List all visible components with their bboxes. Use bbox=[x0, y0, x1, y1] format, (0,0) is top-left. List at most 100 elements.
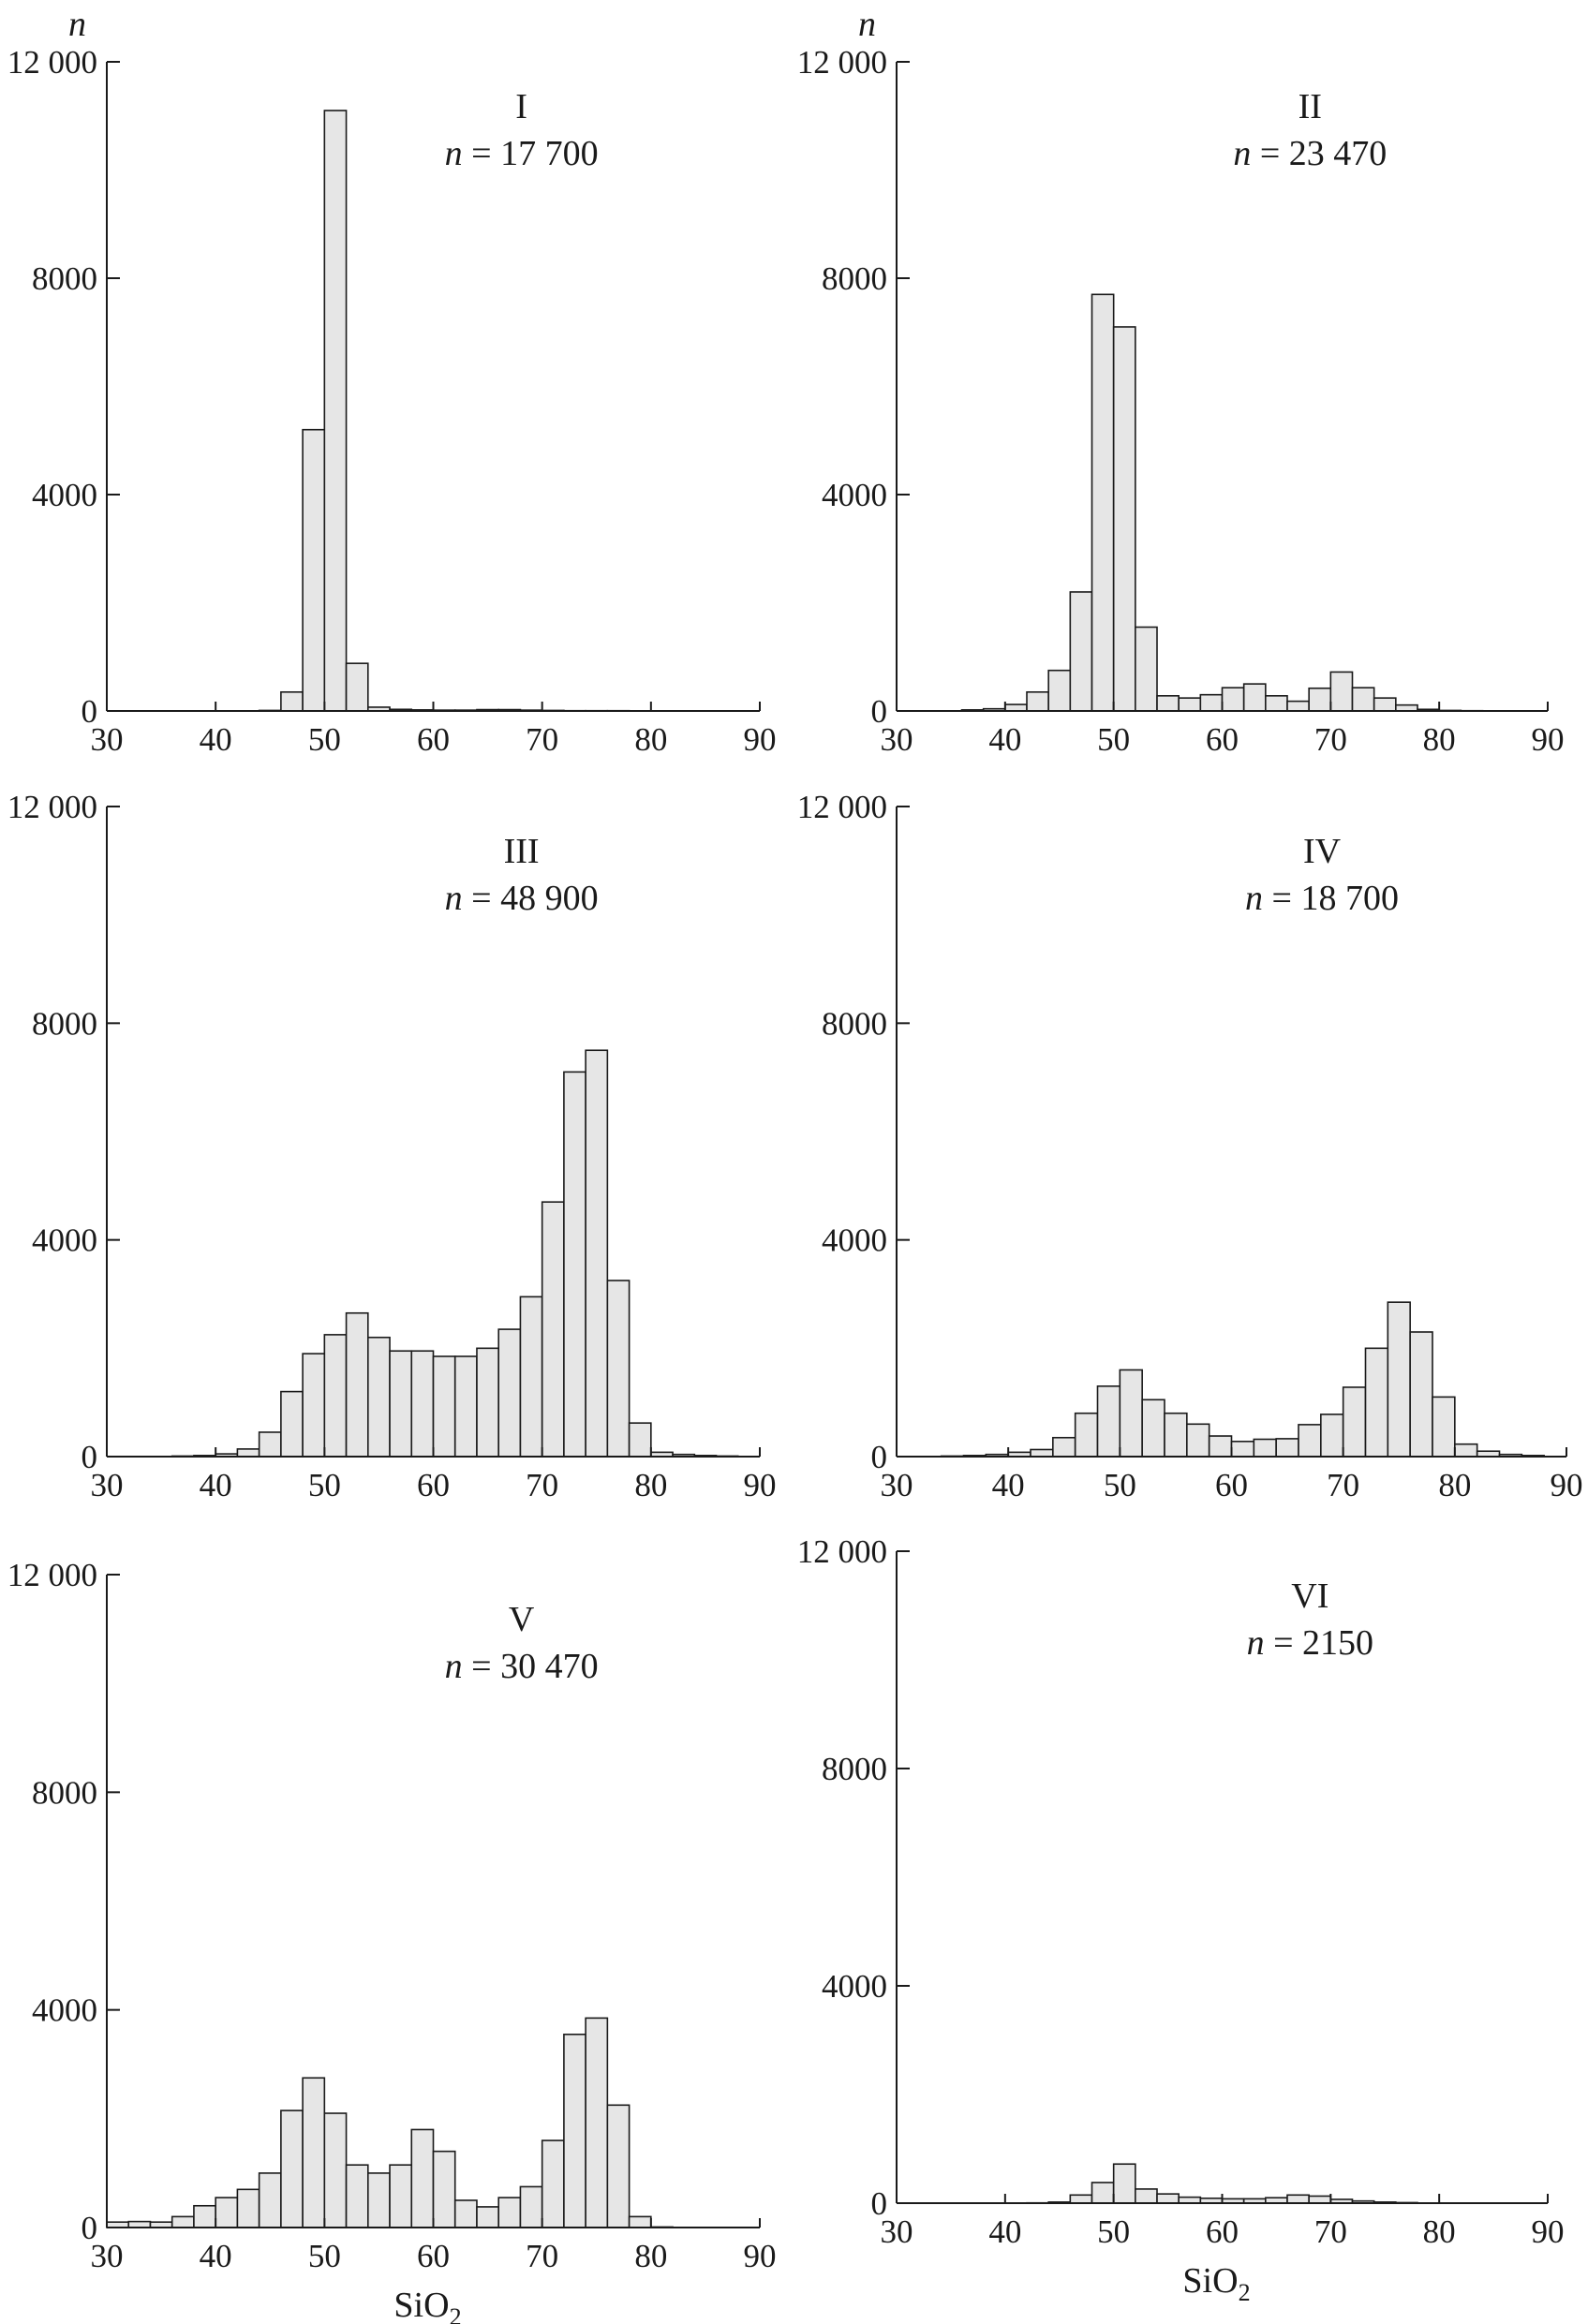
histogram-bar bbox=[1135, 626, 1158, 712]
x-tick-label: 80 bbox=[634, 1467, 667, 1503]
x-tick-label: 40 bbox=[988, 2213, 1021, 2250]
x-tick-label: 90 bbox=[1551, 1467, 1583, 1503]
histogram-bar bbox=[1164, 1412, 1188, 1458]
x-tick-label: 40 bbox=[200, 1467, 232, 1503]
histogram-bar bbox=[171, 2215, 195, 2228]
histogram-bar bbox=[1387, 1301, 1411, 1458]
histogram-bar bbox=[1342, 1386, 1367, 1458]
x-tick-label: 30 bbox=[881, 721, 913, 758]
sample-count-value: 2150 bbox=[1302, 1623, 1373, 1663]
x-tick-label: 70 bbox=[1327, 1467, 1359, 1503]
histogram-bar bbox=[476, 1347, 500, 1458]
histogram-bar bbox=[1275, 1438, 1299, 1458]
y-tick-label: 0 bbox=[82, 1439, 98, 1475]
y-tick-label: 8000 bbox=[822, 1005, 887, 1042]
y-tick-label: 0 bbox=[82, 2210, 98, 2246]
histogram-bar bbox=[1265, 695, 1288, 712]
histogram-bar bbox=[497, 1328, 522, 1458]
histogram-bar bbox=[1026, 690, 1049, 712]
x-tick-label: 90 bbox=[744, 1467, 777, 1503]
x-tick-label: 80 bbox=[1423, 2213, 1456, 2250]
histogram-bar bbox=[1047, 669, 1072, 712]
histogram-bar bbox=[563, 2034, 586, 2228]
histogram-bar bbox=[1409, 1331, 1433, 1458]
histogram-bar bbox=[1320, 1414, 1344, 1458]
x-tick-label: 60 bbox=[1206, 2213, 1239, 2250]
histogram-bar bbox=[628, 2215, 652, 2228]
histogram-bar bbox=[1286, 700, 1310, 712]
x-tick-label: 30 bbox=[881, 1467, 913, 1503]
histogram-bar bbox=[1052, 1436, 1076, 1458]
histogram-panel-6: 30 40 50 60 70 80 90 0 4000 8000 12 000 VI n = 2150 S… bbox=[797, 1533, 1565, 2306]
histogram-bar bbox=[1074, 1412, 1099, 1458]
sample-count-label: n = 23 470 bbox=[1233, 134, 1387, 173]
x-tick-label: 80 bbox=[1423, 721, 1456, 758]
histogram-bar bbox=[302, 428, 326, 712]
x-tick-label: 50 bbox=[1104, 1467, 1136, 1503]
histogram-bar bbox=[1199, 693, 1224, 712]
x-tick-label: 50 bbox=[308, 2238, 341, 2274]
histogram-bar bbox=[1208, 1435, 1233, 1458]
histogram-bar bbox=[1096, 1385, 1121, 1458]
y-tick-label: 0 bbox=[871, 2185, 888, 2222]
histogram-bar bbox=[1069, 2194, 1093, 2204]
histogram-bar bbox=[1156, 2193, 1180, 2204]
x-tick-label: 50 bbox=[308, 1467, 341, 1503]
y-tick-label: 4000 bbox=[32, 477, 97, 513]
y-axis-title: n bbox=[68, 5, 86, 44]
histogram-bar bbox=[345, 2164, 369, 2228]
panel-label: VI bbox=[1291, 1576, 1328, 1616]
y-tick-label: 4000 bbox=[32, 1992, 97, 2029]
histogram-bar bbox=[585, 2017, 609, 2228]
x-tick-label: 80 bbox=[634, 721, 667, 758]
panel-label: II bbox=[1299, 87, 1322, 126]
histogram-bar bbox=[1178, 697, 1202, 712]
x-tick-label: 60 bbox=[1206, 721, 1239, 758]
histogram-bar bbox=[323, 2112, 348, 2228]
x-tick-label: 70 bbox=[1314, 721, 1347, 758]
histogram-bar bbox=[628, 1422, 652, 1458]
histogram-bar bbox=[1373, 697, 1397, 712]
x-tick-label: 50 bbox=[308, 721, 341, 758]
histogram-bar bbox=[389, 2164, 413, 2228]
histogram-bar bbox=[1186, 1423, 1210, 1458]
y-tick-label: 12 000 bbox=[797, 789, 887, 825]
histogram-panel-5: 30 40 50 60 70 80 90 0 4000 8000 12 000 Vn = 30 470… bbox=[7, 1557, 777, 2324]
histogram-bar bbox=[1030, 1448, 1054, 1458]
x-tick-label: 60 bbox=[417, 721, 450, 758]
histogram-bar bbox=[258, 2172, 282, 2228]
histogram-bar bbox=[519, 1295, 543, 1458]
histogram-bar bbox=[1156, 695, 1180, 712]
histogram-bar bbox=[1112, 2163, 1136, 2204]
histogram-bar bbox=[323, 110, 348, 712]
histogram-bar bbox=[1004, 703, 1028, 712]
panel-label: V bbox=[509, 1600, 535, 1639]
histogram-bar bbox=[1351, 687, 1375, 712]
x-tick-label: 70 bbox=[526, 2238, 558, 2274]
x-tick-label: 60 bbox=[417, 1467, 450, 1503]
y-tick-label: 4000 bbox=[822, 1222, 887, 1259]
y-tick-label: 8000 bbox=[32, 1005, 97, 1042]
histogram-bar bbox=[302, 2077, 326, 2228]
histogram-bar bbox=[432, 2150, 456, 2228]
sample-count-label: n = 2150 bbox=[1247, 1623, 1373, 1663]
x-tick-label: 40 bbox=[200, 721, 232, 758]
histogram-bar bbox=[497, 2197, 522, 2228]
y-tick-label: 0 bbox=[82, 693, 98, 730]
x-tick-label: 30 bbox=[91, 1467, 124, 1503]
sample-count-value: 48 900 bbox=[500, 879, 599, 918]
histogram-panel-4: 30 40 50 60 70 80 90 0 4000 8000 12 000 IV n = 18 70… bbox=[797, 789, 1583, 1503]
histogram-bar bbox=[1364, 1347, 1389, 1458]
histogram-bar bbox=[389, 1350, 413, 1458]
histogram-bar bbox=[606, 1280, 631, 1458]
x-tick-label: 90 bbox=[744, 2238, 777, 2274]
histogram-bar bbox=[345, 1311, 369, 1458]
histogram-bar bbox=[1308, 2195, 1332, 2204]
x-tick-label: 40 bbox=[200, 2238, 232, 2274]
histogram-bar bbox=[432, 1355, 456, 1458]
x-tick-label: 30 bbox=[91, 2238, 124, 2274]
histogram-bar bbox=[1454, 1443, 1478, 1458]
histogram-bar bbox=[1221, 687, 1245, 712]
x-tick-label: 90 bbox=[744, 721, 777, 758]
